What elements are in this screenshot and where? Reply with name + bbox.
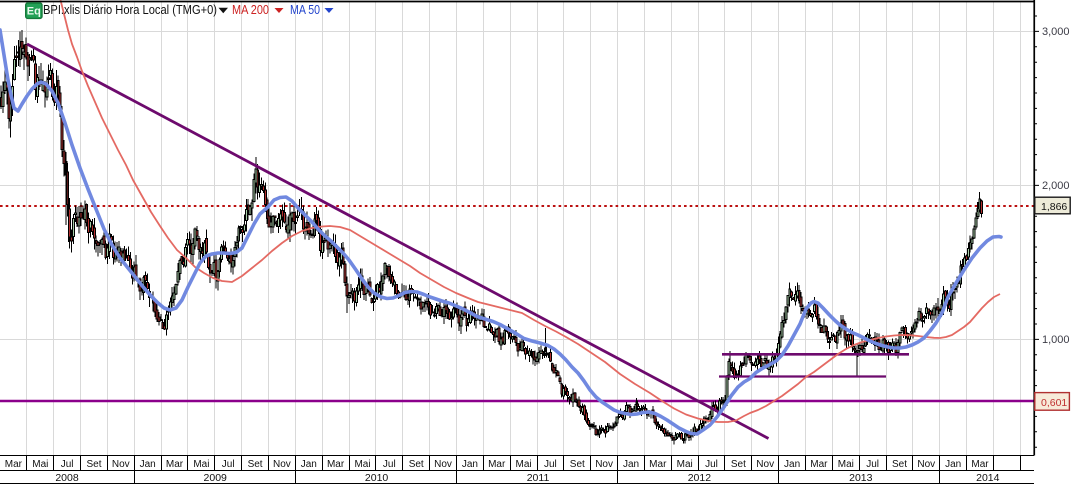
svg-text:Mai: Mai — [32, 459, 48, 470]
svg-text:Mar: Mar — [5, 459, 23, 470]
svg-text:2010: 2010 — [365, 472, 389, 484]
svg-text:Mar: Mar — [166, 459, 184, 470]
svg-text:2008: 2008 — [55, 472, 79, 484]
svg-text:Set: Set — [248, 459, 263, 470]
svg-text:MA 50: MA 50 — [290, 2, 320, 17]
svg-text:Nov: Nov — [917, 459, 935, 470]
svg-text:Jul: Jul — [705, 459, 718, 470]
svg-text:BPI.xlis Diário Hora Local (TM: BPI.xlis Diário Hora Local (TMG+0) — [43, 2, 217, 17]
svg-text:Jan: Jan — [301, 459, 317, 470]
svg-text:2,000: 2,000 — [1042, 180, 1070, 192]
svg-text:Mai: Mai — [677, 459, 693, 470]
svg-text:1,866: 1,866 — [1041, 201, 1067, 213]
svg-text:Nov: Nov — [273, 459, 291, 470]
svg-text:Jan: Jan — [945, 459, 961, 470]
svg-text:1,000: 1,000 — [1042, 334, 1070, 346]
svg-text:Mar: Mar — [488, 459, 506, 470]
svg-text:Set: Set — [570, 459, 585, 470]
svg-text:MA 200: MA 200 — [232, 2, 269, 17]
svg-text:2011: 2011 — [527, 472, 550, 484]
svg-text:Jan: Jan — [140, 459, 156, 470]
svg-text:Jan: Jan — [784, 459, 800, 470]
svg-text:Jul: Jul — [383, 459, 396, 470]
svg-text:2009: 2009 — [204, 472, 228, 484]
svg-text:0,601: 0,601 — [1041, 397, 1067, 409]
svg-text:Mai: Mai — [838, 459, 854, 470]
svg-text:2013: 2013 — [849, 472, 873, 484]
svg-text:Mar: Mar — [649, 459, 667, 470]
svg-text:Jul: Jul — [222, 459, 235, 470]
svg-text:Nov: Nov — [112, 459, 130, 470]
svg-text:Nov: Nov — [434, 459, 452, 470]
svg-text:Mar: Mar — [971, 459, 989, 470]
svg-text:Jan: Jan — [462, 459, 478, 470]
svg-text:Set: Set — [409, 459, 424, 470]
svg-text:3,000: 3,000 — [1042, 26, 1070, 38]
svg-text:Jan: Jan — [623, 459, 639, 470]
svg-text:Jul: Jul — [544, 459, 557, 470]
svg-text:Set: Set — [86, 459, 101, 470]
svg-text:Mai: Mai — [193, 459, 209, 470]
svg-text:Set: Set — [731, 459, 746, 470]
svg-text:2014: 2014 — [976, 472, 1000, 484]
svg-text:Nov: Nov — [595, 459, 613, 470]
svg-text:Mar: Mar — [327, 459, 345, 470]
svg-text:Eq: Eq — [27, 6, 41, 18]
svg-text:Jul: Jul — [866, 459, 879, 470]
svg-text:Mar: Mar — [810, 459, 828, 470]
svg-text:Nov: Nov — [756, 459, 774, 470]
svg-text:Jul: Jul — [61, 459, 74, 470]
svg-text:2012: 2012 — [688, 472, 712, 484]
svg-text:Mai: Mai — [516, 459, 532, 470]
svg-text:Mai: Mai — [354, 459, 370, 470]
svg-text:Set: Set — [892, 459, 907, 470]
